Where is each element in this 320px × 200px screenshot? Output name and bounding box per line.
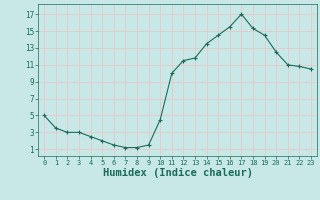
X-axis label: Humidex (Indice chaleur): Humidex (Indice chaleur) — [103, 168, 252, 178]
